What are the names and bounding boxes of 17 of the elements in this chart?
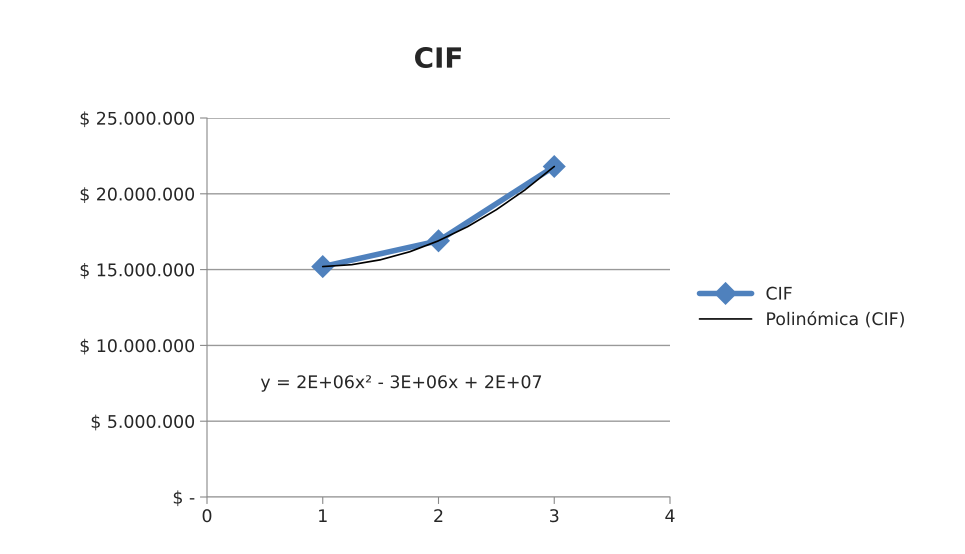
y-tick-label: $ 25.000.000 bbox=[80, 111, 194, 128]
x-tick-label: 3 bbox=[550, 509, 558, 522]
x-tick-label: 4 bbox=[665, 509, 675, 522]
y-tick-label: $ 20.000.000 bbox=[80, 187, 194, 203]
chart-title: CIF bbox=[415, 47, 462, 68]
x-tick-label: 2 bbox=[434, 509, 442, 522]
y-tick-label: $ 5.000.000 bbox=[92, 414, 194, 430]
y-tick-label: $ - bbox=[174, 490, 194, 506]
point bbox=[542, 155, 566, 178]
x-tick-label: 1 bbox=[319, 509, 327, 522]
annotation: y = 2E+06x² - 3E+06x + 2E+07 bbox=[260, 375, 542, 392]
y-tick-label: $ 15.000.000 bbox=[80, 263, 194, 279]
legend-label: Polinómica (CIF) bbox=[767, 311, 904, 328]
point bbox=[311, 255, 334, 278]
y-tick-label: $ 10.000.000 bbox=[80, 338, 194, 355]
legend-label: CIF bbox=[766, 286, 792, 300]
x-tick-label: 0 bbox=[202, 509, 212, 522]
